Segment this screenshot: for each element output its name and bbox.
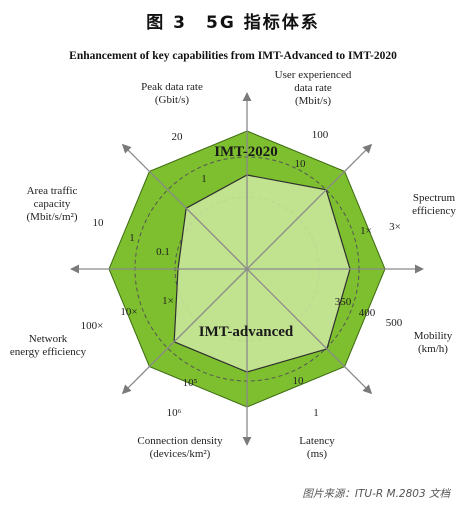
tick-imt-advanced: 1× bbox=[162, 295, 174, 307]
tick-imt-advanced: 350 bbox=[335, 296, 352, 308]
axis-line bbox=[246, 143, 373, 270]
tick-imt2020: 500 bbox=[386, 317, 403, 329]
axis-line bbox=[121, 143, 248, 270]
axis-label: Area traffic capacity (Mbit/s/m²) bbox=[27, 185, 78, 223]
axis-label: Mobility (km/h) bbox=[414, 330, 453, 355]
tick-imt2020: 10⁶ bbox=[167, 407, 182, 419]
chart-subtitle: Enhancement of key capabilities from IMT… bbox=[69, 50, 397, 62]
axis-label: Network energy efficiency bbox=[10, 333, 87, 358]
tick-intermediate: 1 bbox=[129, 232, 135, 244]
tick-imt2020: 1 bbox=[313, 407, 319, 419]
axis-line bbox=[121, 268, 248, 395]
tick-imt-advanced: 10 bbox=[293, 375, 305, 387]
tick-imt2020: 20 bbox=[172, 131, 184, 143]
series-label-imt2020: IMT-2020 bbox=[214, 144, 278, 160]
tick-imt2020: 10 bbox=[93, 217, 105, 229]
tick-imt2020: 100× bbox=[81, 320, 104, 332]
figure-source: 图片来源：ITU-R M.2803 文档 bbox=[302, 488, 450, 500]
axis-label: Connection density (devices/km²) bbox=[137, 435, 223, 460]
tick-imt2020: 100 bbox=[312, 129, 329, 141]
tick-imt2020: 3× bbox=[389, 221, 401, 233]
figure-title: 图 3 5G 指标体系 bbox=[146, 13, 320, 33]
tick-imt-advanced: 1× bbox=[360, 225, 372, 237]
tick-imt-advanced: 1 bbox=[201, 173, 207, 185]
tick-intermediate: 400 bbox=[359, 307, 376, 319]
axis-line bbox=[246, 268, 373, 395]
imt-advanced-polygon bbox=[173, 174, 351, 373]
axis-label: Latency (ms) bbox=[299, 435, 335, 460]
tick-imt-advanced: 10⁵ bbox=[183, 377, 198, 389]
tick-imt-advanced: 0.1 bbox=[156, 246, 170, 258]
axis-label: User experienced data rate (Mbit/s) bbox=[275, 69, 352, 107]
tick-imt-advanced: 10 bbox=[295, 158, 307, 170]
series-label-imt-advanced: IMT-advanced bbox=[199, 324, 294, 340]
tick-intermediate: 10× bbox=[120, 306, 137, 318]
axis-label: Peak data rate (Gbit/s) bbox=[141, 81, 203, 106]
axis-label: Spectrum efficiency bbox=[412, 192, 456, 217]
